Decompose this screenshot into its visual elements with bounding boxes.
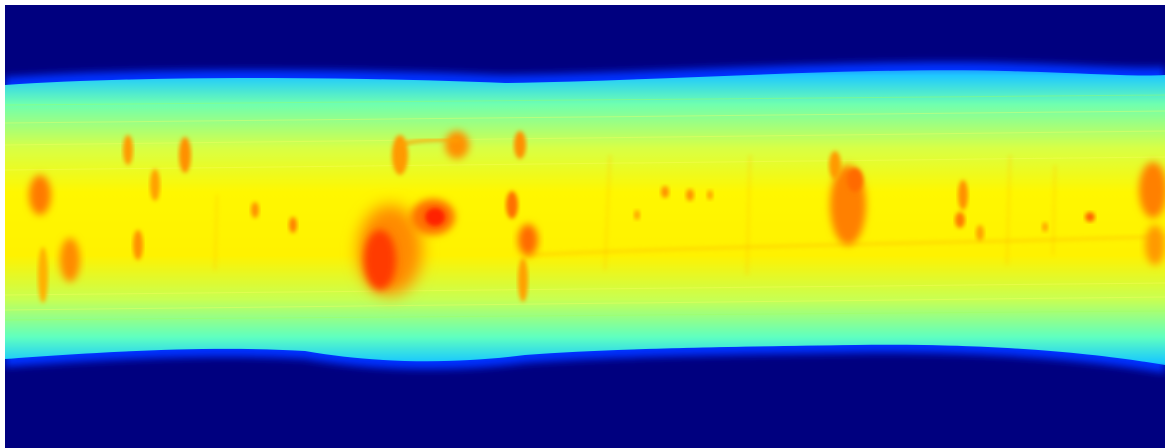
signal-band <box>5 70 1165 366</box>
jet-heatmap-image <box>5 5 1165 448</box>
hotspots <box>29 131 1165 303</box>
